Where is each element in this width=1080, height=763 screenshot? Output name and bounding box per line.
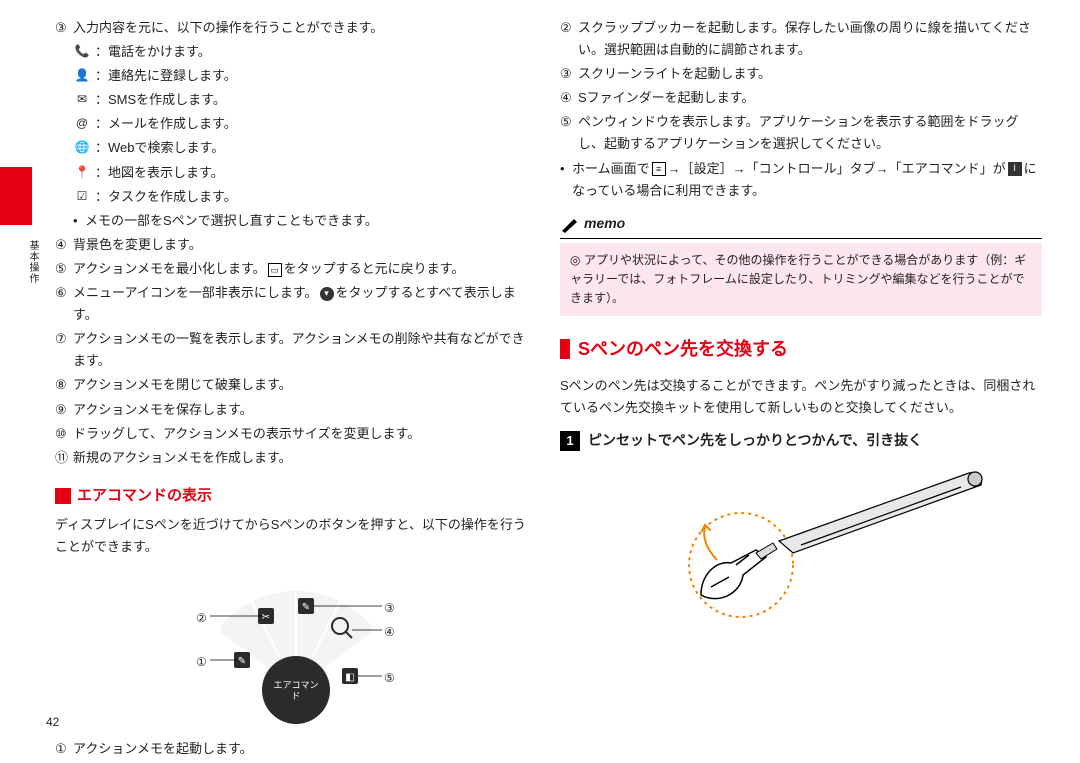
item-text: アクションメモを閉じて破棄します。 — [73, 374, 292, 396]
fig-label-2: ② — [196, 608, 207, 628]
list-item: ⑪新規のアクションメモを作成します。 — [55, 447, 537, 469]
main-text: Sペンのペン先は交換することができます。ペン先がすり減ったときは、同梱されている… — [560, 375, 1042, 419]
icon-text: ：Webで検索します。 — [95, 137, 224, 159]
action-icon: 📍 — [73, 162, 91, 180]
item-text: アクションメモを起動します。 — [73, 738, 253, 760]
svg-text:エアコマン: エアコマン — [273, 680, 318, 690]
pen-icon — [560, 215, 580, 233]
side-tab-bg — [0, 167, 32, 225]
icon-row: ☑：タスクを作成します。 — [73, 186, 537, 208]
memo-title: memo — [584, 212, 625, 236]
icon-row: 📞：電話をかけます。 — [73, 41, 537, 63]
icon-text: ：地図を表示します。 — [95, 162, 224, 184]
memo-box: memo ◎アプリや状況によって、その他の操作を行うことができる場合があります（… — [560, 212, 1042, 316]
list-item: ⑦アクションメモの一覧を表示します。アクションメモの削除や共有などができます。 — [55, 328, 537, 372]
section-title: エアコマンドの表示 — [77, 483, 212, 509]
icon-text: ：タスクを作成します。 — [95, 186, 237, 208]
action-icon: ✉ — [73, 89, 91, 107]
item-text: 新規のアクションメモを作成します。 — [73, 447, 292, 469]
icon-text: ：メールを作成します。 — [95, 113, 237, 135]
action-icon: 🌐 — [73, 137, 91, 155]
icon-text: ：連絡先に登録します。 — [95, 65, 237, 87]
fig-label-4: ④ — [384, 622, 395, 642]
pen-figure — [560, 465, 1042, 642]
step-heading: 1 ピンセットでペン先をしっかりとつかんで、引き抜く — [560, 429, 1042, 453]
memo-body: ◎アプリや状況によって、その他の操作を行うことができる場合があります（例：ギャラ… — [560, 243, 1042, 317]
icon-row: 👤：連絡先に登録します。 — [73, 65, 537, 87]
expand-icon: ▾ — [320, 287, 334, 301]
svg-text:ド: ド — [291, 691, 300, 701]
list-item: ③スクリーンライトを起動します。 — [560, 63, 1042, 85]
action-icon: @ — [73, 113, 91, 131]
list-item: ⑩ドラッグして、アクションメモの表示サイズを変更します。 — [55, 423, 537, 445]
list-item: ⑥メニューアイコンを一部非表示にします。▾をタップするとすべて表示します。 — [55, 282, 537, 326]
bullet-text: ホーム画面で≡→［設定］→「コントロール」タブ→「エアコマンド」がIになっている… — [572, 158, 1042, 202]
icon-row: 🌐：Webで検索します。 — [73, 137, 537, 159]
fig-label-1: ① — [196, 652, 207, 672]
item-text: アクションメモの一覧を表示します。アクションメモの削除や共有などができます。 — [73, 328, 537, 372]
item-text: アクションメモを最小化します。▭をタップすると元に戻ります。 — [73, 258, 464, 280]
svg-text:✂: ✂ — [262, 612, 270, 623]
list-item: ③入力内容を元に、以下の操作を行うことができます。 — [55, 17, 537, 39]
svg-text:✎: ✎ — [238, 656, 246, 667]
restore-icon: ▭ — [268, 263, 282, 277]
list-item: ②スクラップブッカーを起動します。保存したい画像の周りに線を描いてください。選択… — [560, 17, 1042, 61]
step-title: ピンセットでペン先をしっかりとつかんで、引き抜く — [588, 429, 922, 453]
item-text: アクションメモを保存します。 — [73, 399, 253, 421]
item-text: メニューアイコンを一部非表示にします。▾をタップするとすべて表示します。 — [73, 282, 537, 326]
list-item: ⑧アクションメモを閉じて破棄します。 — [55, 374, 537, 396]
item-text: スクラップブッカーを起動します。保存したい画像の周りに線を描いてください。選択範… — [578, 17, 1042, 61]
list-item: ⑤ペンウィンドウを表示します。アプリケーションを表示する範囲をドラッグし、起動す… — [560, 111, 1042, 155]
icon-list: 📞：電話をかけます。👤：連絡先に登録します。✉：SMSを作成します。@：メールを… — [73, 41, 537, 208]
svg-text:◧: ◧ — [345, 672, 354, 683]
svg-text:✎: ✎ — [302, 602, 310, 613]
icon-row: ✉：SMSを作成します。 — [73, 89, 537, 111]
item-text: ドラッグして、アクションメモの表示サイズを変更します。 — [73, 423, 420, 445]
icon-text: ：SMSを作成します。 — [95, 89, 226, 111]
list-item: ④Sファインダーを起動します。 — [560, 87, 1042, 109]
fig-label-3: ③ — [384, 598, 395, 618]
icon-text: ：電話をかけます。 — [95, 41, 211, 63]
item-text: スクリーンライトを起動します。 — [578, 63, 771, 85]
bullet-row: •ホーム画面で≡→［設定］→「コントロール」タブ→「エアコマンド」がIになってい… — [560, 158, 1042, 202]
main-title: Sペンのペン先を交換する — [578, 334, 788, 365]
bullet-text: メモの一部をSペンで選択し直すこともできます。 — [85, 210, 378, 232]
fig-label-5: ⑤ — [384, 668, 395, 688]
section-text: ディスプレイにSペンを近づけてからSペンのボタンを押すと、以下の操作を行うことが… — [55, 514, 537, 558]
action-icon: ☑ — [73, 186, 91, 204]
menu-icon: ≡ — [652, 162, 666, 176]
item-text: 入力内容を元に、以下の操作を行うことができます。 — [73, 17, 383, 39]
action-icon: 👤 — [73, 65, 91, 83]
air-command-figure: エアコマン ド ✎ ✂ ✎ ◧ ① ② ③ ④ ⑤ — [166, 570, 426, 730]
section-heading: エアコマンドの表示 — [55, 483, 537, 509]
action-icon: 📞 — [73, 41, 91, 59]
toggle-icon: I — [1008, 162, 1022, 176]
bullet-row: •メモの一部をSペンで選択し直すこともできます。 — [73, 210, 537, 232]
item-text: ペンウィンドウを表示します。アプリケーションを表示する範囲をドラッグし、起動する… — [578, 111, 1042, 155]
icon-row: 📍：地図を表示します。 — [73, 162, 537, 184]
step-number: 1 — [560, 431, 580, 451]
icon-row: @：メールを作成します。 — [73, 113, 537, 135]
item-text: Sファインダーを起動します。 — [578, 87, 754, 109]
section-bar-icon — [55, 488, 71, 504]
right-column: ②スクラップブッカーを起動します。保存したい画像の周りに線を描いてください。選択… — [560, 15, 1042, 642]
left-column: ③入力内容を元に、以下の操作を行うことができます。 📞：電話をかけます。👤：連絡… — [55, 15, 537, 763]
item-text: 背景色を変更します。 — [73, 234, 202, 256]
heading-bar-icon — [560, 339, 570, 359]
list-item: ⑨アクションメモを保存します。 — [55, 399, 537, 421]
side-tab-text: 基本操作 — [24, 240, 41, 284]
main-heading: Sペンのペン先を交換する — [560, 334, 1042, 365]
list-item: ①アクションメモを起動します。 — [55, 738, 537, 760]
list-item: ④背景色を変更します。 — [55, 234, 537, 256]
list-item: ⑤アクションメモを最小化します。▭をタップすると元に戻ります。 — [55, 258, 537, 280]
memo-heading: memo — [560, 212, 1042, 239]
